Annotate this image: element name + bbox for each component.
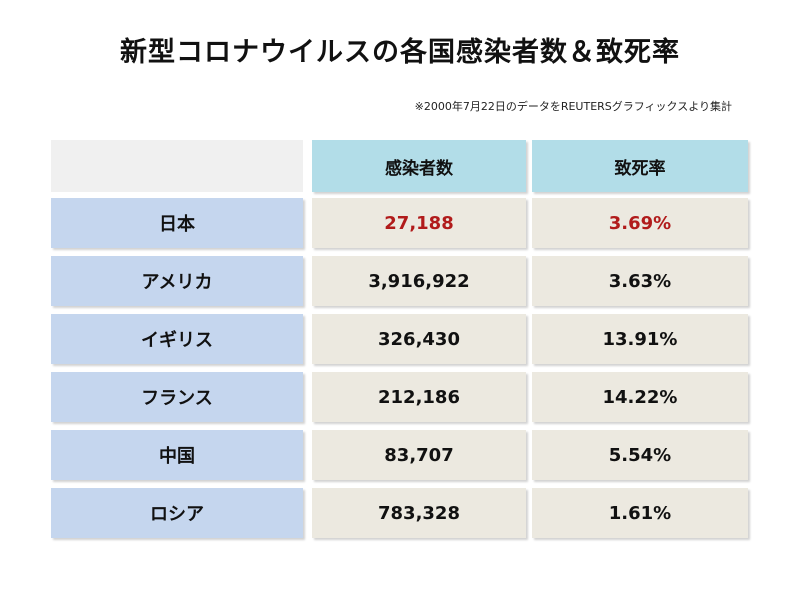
page-title: 新型コロナウイルスの各国感染者数＆致死率 xyxy=(120,37,680,68)
row-country-usa: アメリカ xyxy=(51,256,303,306)
row-fatality-russia: 1.61% xyxy=(532,488,748,538)
row-fatality-usa: 3.63% xyxy=(532,256,748,306)
row-country-china: 中国 xyxy=(51,430,303,480)
row-fatality-japan: 3.69% xyxy=(532,198,748,248)
row-fatality-uk: 13.91% xyxy=(532,314,748,364)
row-cases-usa: 3,916,922 xyxy=(312,256,526,306)
row-country-russia: ロシア xyxy=(51,488,303,538)
row-country-japan: 日本 xyxy=(51,198,303,248)
header-cases: 感染者数 xyxy=(312,140,526,192)
row-fatality-china: 5.54% xyxy=(532,430,748,480)
table-corner-cell xyxy=(51,140,303,192)
row-cases-japan: 27,188 xyxy=(312,198,526,248)
source-note: ※2000年7月22日のデータをREUTERSグラフィックスより集計 xyxy=(414,100,732,113)
row-cases-france: 212,186 xyxy=(312,372,526,422)
row-country-uk: イギリス xyxy=(51,314,303,364)
row-fatality-france: 14.22% xyxy=(532,372,748,422)
row-cases-china: 83,707 xyxy=(312,430,526,480)
header-fatality: 致死率 xyxy=(532,140,748,192)
row-country-france: フランス xyxy=(51,372,303,422)
row-cases-russia: 783,328 xyxy=(312,488,526,538)
row-cases-uk: 326,430 xyxy=(312,314,526,364)
